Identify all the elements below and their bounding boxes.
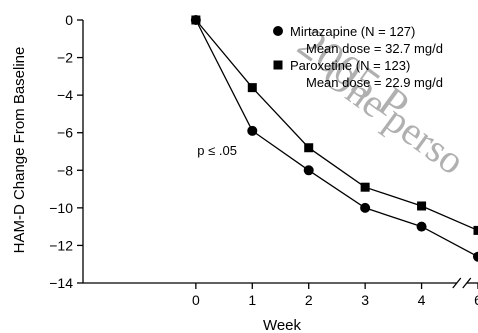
- legend-subtext: Mean dose = 22.9 mg/d: [306, 75, 443, 90]
- axis-break-mark: [452, 277, 462, 289]
- y-tick-label: −8: [57, 162, 73, 178]
- x-tick-label: 0: [192, 292, 200, 308]
- legend: Mirtazapine (N = 127) Mean dose = 32.7 mg…: [273, 24, 443, 90]
- series-line-circle: [195, 19, 478, 258]
- y-tick-label: −10: [49, 200, 73, 216]
- data-point-circle: [247, 125, 258, 136]
- x-tick-label: 4: [418, 292, 426, 308]
- data-point-circle: [473, 251, 478, 262]
- significance-annotation: p ≤ .05: [197, 143, 237, 158]
- data-point-circle: [303, 165, 314, 176]
- data-point-square: [304, 143, 314, 153]
- x-tick-label: 1: [248, 292, 256, 308]
- y-tick-label: −14: [49, 275, 73, 291]
- y-tick-label: −12: [49, 237, 73, 253]
- series-line-square: [195, 19, 478, 231]
- series-group: [195, 19, 478, 258]
- x-tick-label: 3: [361, 292, 369, 308]
- data-point-circle: [360, 202, 371, 213]
- x-tick-label: 2: [305, 292, 313, 308]
- markers-group: [190, 15, 478, 262]
- annotations: p ≤ .05: [197, 143, 237, 158]
- x-axis-title: Week: [263, 317, 302, 333]
- y-tick-label: −2: [57, 50, 73, 66]
- legend-label: Mirtazapine (N = 127): [290, 24, 415, 39]
- data-point-square: [191, 15, 201, 25]
- data-point-square: [360, 182, 370, 192]
- x-tick-label: 6: [474, 292, 478, 308]
- data-point-square: [247, 83, 257, 93]
- data-point-square: [473, 225, 478, 235]
- legend-marker-square: [273, 60, 283, 70]
- axis-break-mark: [462, 277, 472, 289]
- axes: 0 −2 −4 −6 −8 −10 −12 −14 0 1 2 3 4 6: [49, 12, 478, 308]
- legend-label: Paroxetine (N = 123): [290, 58, 410, 73]
- legend-subtext: Mean dose = 32.7 mg/d: [306, 41, 443, 56]
- y-tick-label: −6: [57, 125, 73, 141]
- y-axis-title: HAM-D Change From Baseline: [11, 47, 28, 254]
- y-tick-label: 0: [65, 12, 73, 28]
- data-point-square: [417, 201, 427, 211]
- y-tick-label: −4: [57, 87, 73, 103]
- data-point-circle: [416, 221, 427, 232]
- legend-marker-circle: [273, 26, 283, 36]
